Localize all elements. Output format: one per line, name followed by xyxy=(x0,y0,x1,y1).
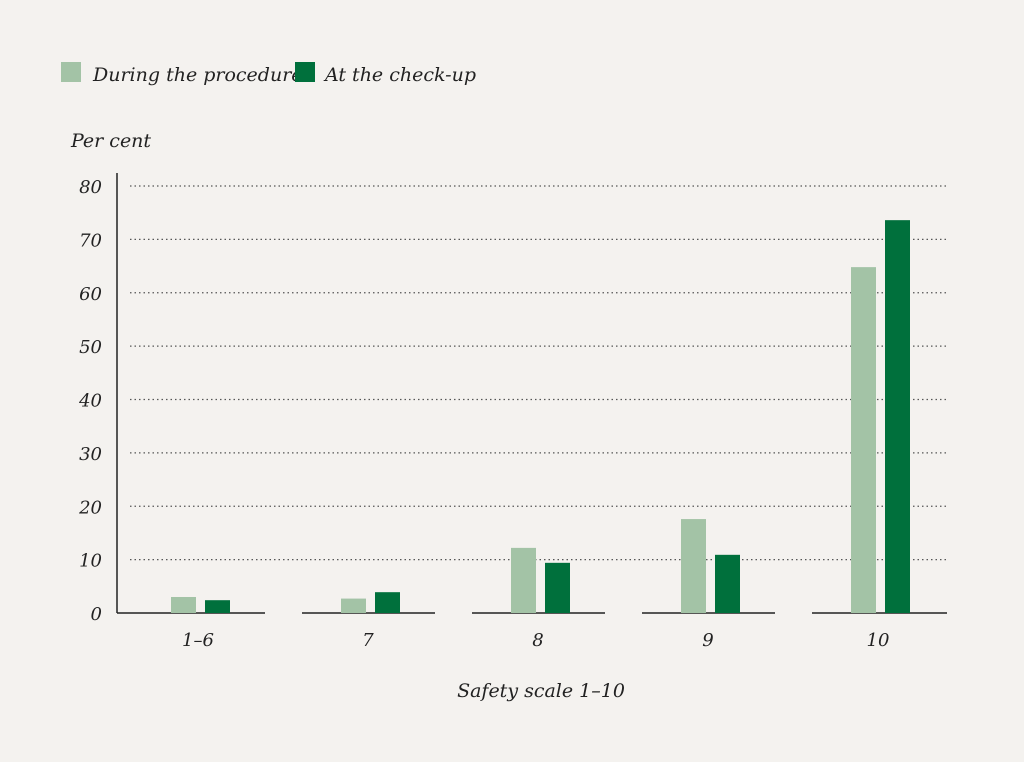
y-tick-label: 40 xyxy=(78,391,102,412)
bar-during-3 xyxy=(681,519,706,613)
legend-label-checkup: At the check-up xyxy=(323,64,476,86)
y-tick-label: 30 xyxy=(79,444,102,465)
y-tick-label: 20 xyxy=(78,497,102,518)
x-tick-label: 7 xyxy=(362,630,374,651)
x-axis-label: Safety scale 1–10 xyxy=(457,680,625,702)
y-tick-label: 80 xyxy=(79,177,102,198)
legend: During the procedure At the check-up xyxy=(61,62,476,86)
x-tick-label: 9 xyxy=(702,630,713,651)
bar-checkup-2 xyxy=(545,562,570,613)
x-tick-label: 8 xyxy=(532,630,543,651)
legend-swatch-checkup xyxy=(295,62,315,82)
bar-during-1 xyxy=(341,598,366,613)
y-tick-label: 70 xyxy=(79,230,102,251)
y-tick-label: 10 xyxy=(79,551,102,572)
bar-checkup-4 xyxy=(885,220,910,613)
legend-label-during: During the procedure xyxy=(92,64,303,86)
bar-checkup-0 xyxy=(205,600,230,613)
bar-checkup-3 xyxy=(715,554,740,613)
bar-during-0 xyxy=(171,596,196,613)
y-tick-label: 50 xyxy=(79,337,102,358)
x-tick-label: 10 xyxy=(867,630,890,651)
legend-swatch-during xyxy=(61,62,81,82)
bar-during-2 xyxy=(511,547,536,613)
y-axis-label: Per cent xyxy=(70,130,151,152)
bar-checkup-1 xyxy=(375,592,400,613)
bar-during-4 xyxy=(851,267,876,613)
y-tick-label: 60 xyxy=(79,284,102,305)
x-tick-label: 1–6 xyxy=(182,630,214,651)
y-tick-label: 0 xyxy=(91,604,102,625)
